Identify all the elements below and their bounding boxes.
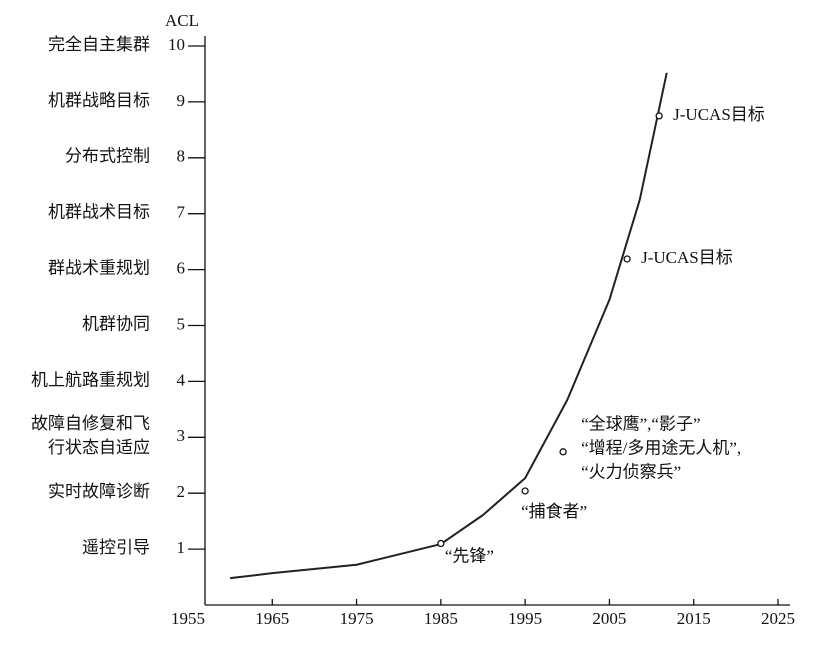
point [655, 112, 663, 120]
level-label: 故障自修复和飞 [31, 414, 150, 433]
level-label: 完全自主集群 [48, 35, 150, 54]
level-label: 分布式控制 [65, 147, 150, 166]
y-axis-label: ACL [165, 11, 199, 30]
x-tick-label: 2025 [761, 609, 795, 628]
point-label: J-UCAS目标 [673, 105, 765, 124]
x-tick-label: 2005 [592, 609, 626, 628]
y-tick-label: 7 [177, 203, 186, 222]
point [521, 487, 529, 495]
point-label: “先锋” [445, 546, 494, 565]
y-tick-label: 9 [177, 91, 186, 110]
point-label: J-UCAS目标 [641, 248, 733, 267]
y-tick-label: 5 [177, 314, 186, 333]
x-tick-label: 1995 [508, 609, 542, 628]
x-tick-label: 2015 [677, 609, 711, 628]
x-tick-label: 1975 [340, 609, 374, 628]
y-tick-label: 6 [177, 259, 186, 278]
x-tick-label: 1965 [255, 609, 289, 628]
level-label: 群战术重规划 [48, 259, 150, 278]
y-tick-label: 8 [177, 147, 186, 166]
curve [230, 72, 668, 580]
point-label: “增程/多用途无人机”, [581, 439, 741, 458]
level-label: 机上航路重规划 [31, 370, 150, 389]
y-tick-label: 1 [177, 538, 186, 557]
y-tick-label: 2 [177, 482, 186, 501]
level-label: 机群战术目标 [48, 203, 150, 222]
level-label: 机群协同 [82, 314, 150, 333]
level-label: 遥控引导 [82, 538, 150, 557]
y-tick-label: 10 [168, 35, 185, 54]
point [559, 448, 567, 456]
point-label: “捕食者” [521, 502, 587, 521]
y-tick-label: 3 [177, 426, 186, 445]
x-tick-label: 1985 [424, 609, 458, 628]
point-label: “火力侦察兵” [581, 463, 681, 482]
level-label: 机群战略目标 [48, 91, 150, 110]
point [437, 539, 445, 548]
y-tick-label: 4 [177, 370, 186, 389]
level-label: 行状态自适应 [48, 438, 150, 457]
x-tick-label: 1955 [171, 609, 205, 628]
level-label: 实时故障诊断 [48, 482, 150, 501]
point-label: “全球鹰”,“影子” [581, 415, 700, 434]
point [623, 255, 631, 263]
